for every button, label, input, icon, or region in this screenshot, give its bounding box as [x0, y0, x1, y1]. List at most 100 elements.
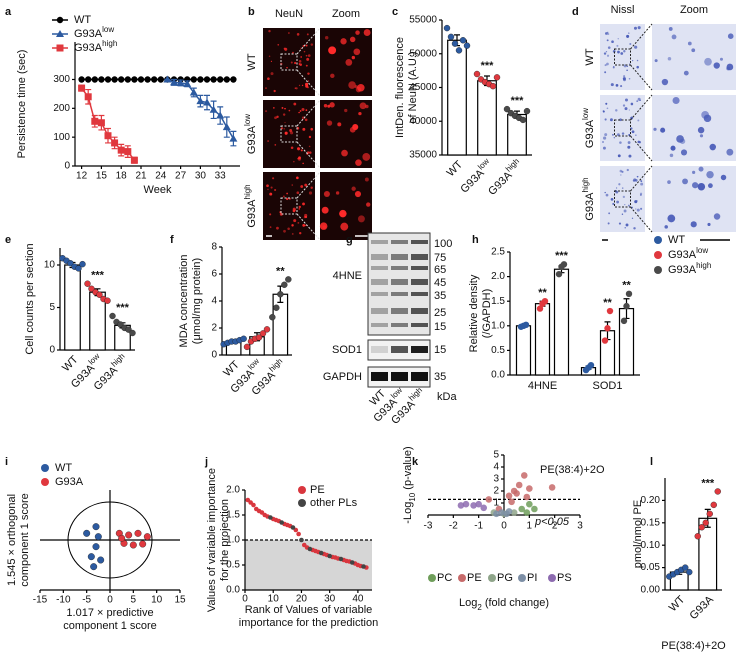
cell: [607, 31, 609, 34]
legend-marker: [298, 486, 306, 494]
cell: [606, 107, 609, 110]
cell: [621, 170, 624, 173]
x-tick-label: 15: [96, 171, 108, 182]
data-point: [296, 531, 301, 537]
data-point: [279, 520, 284, 525]
data-point: [536, 305, 544, 312]
blot-label: SOD1: [332, 344, 362, 356]
cell: [668, 27, 673, 31]
data-point: [290, 525, 296, 530]
cell: [633, 227, 636, 230]
data-point: [251, 502, 256, 508]
marker: [197, 76, 204, 83]
band: [411, 240, 428, 244]
cell: [272, 177, 275, 180]
confidence-ellipse: [67, 501, 153, 579]
band: [371, 372, 388, 381]
cell: [627, 204, 630, 207]
y-tick-label: 0: [64, 161, 70, 172]
data-point: [686, 568, 693, 576]
data-point: [498, 509, 505, 516]
legend-label: PE: [467, 572, 482, 584]
x-tick-label: 21: [135, 171, 147, 182]
zoom-line: [296, 99, 321, 169]
row-label: WT: [584, 48, 596, 65]
panel-letter: j: [204, 456, 208, 468]
x-tick-label: 5: [131, 595, 137, 606]
significance: ***: [116, 302, 130, 314]
cell: [270, 60, 273, 62]
x-tick-label: -1: [474, 521, 483, 532]
cell: [626, 69, 628, 72]
data-point: [109, 312, 116, 320]
x-tick-label: 15: [174, 595, 186, 606]
data-point: [698, 524, 705, 531]
band: [371, 292, 388, 296]
cell: [620, 85, 623, 88]
marker: [189, 88, 198, 96]
cell: [606, 54, 610, 57]
cell: [603, 136, 607, 140]
zoom-box: [280, 197, 298, 215]
band: [371, 308, 388, 314]
zoom-box: [280, 53, 298, 71]
cell: [267, 188, 269, 191]
cell: [294, 61, 297, 65]
cell: [639, 194, 642, 197]
data-point: [694, 533, 701, 540]
legend-label: G93Alow: [74, 25, 114, 40]
cell: [609, 118, 613, 122]
legend-label: PI: [527, 572, 537, 584]
cell: [348, 81, 356, 89]
legend-marker: [56, 44, 64, 52]
data-point: [485, 496, 493, 503]
data-point: [523, 509, 531, 516]
micrograph: [652, 24, 736, 90]
cell: [345, 59, 353, 66]
data-point: [518, 505, 526, 513]
y-axis-label: -Log10 (p-value): [402, 446, 417, 523]
cell: [726, 148, 734, 156]
cell: [293, 102, 297, 106]
micrograph: [600, 24, 645, 90]
data-point: [349, 560, 355, 565]
cell: [297, 157, 301, 161]
band: [371, 323, 388, 327]
cell: [615, 187, 618, 189]
x-axis-label: 1.017 × predictive: [66, 607, 153, 619]
row-label: G93Ahigh: [581, 177, 596, 220]
y-tick-label: 6: [211, 269, 217, 280]
marker: [78, 76, 85, 83]
cell: [706, 170, 714, 179]
legend-marker: [654, 236, 662, 244]
data-point: [470, 502, 477, 509]
band: [391, 279, 408, 285]
marker: [190, 76, 197, 83]
cell: [640, 180, 643, 182]
significance: ***: [511, 95, 525, 107]
data-point: [702, 519, 709, 526]
y-tick-label: 5: [49, 302, 55, 313]
cell: [321, 206, 329, 214]
x-axis-label: Week: [144, 184, 172, 196]
data-point: [510, 509, 518, 516]
cell: [606, 39, 609, 42]
data-point: [139, 540, 147, 548]
cell: [282, 195, 285, 198]
cell: [602, 110, 605, 113]
cell: [296, 33, 300, 36]
cell: [298, 84, 301, 87]
data-point: [327, 553, 332, 559]
x-axis-label: Rank of Values of variable: [245, 604, 373, 616]
data-point: [710, 501, 717, 509]
cell: [713, 62, 720, 69]
y-tick-label: 2.0: [491, 271, 505, 282]
y-tick-label: 35000: [409, 150, 437, 161]
y-axis-label: Relative density: [468, 274, 480, 352]
cell: [267, 77, 270, 81]
legend-marker: [41, 478, 49, 486]
cell: [283, 128, 285, 130]
cell: [620, 174, 622, 176]
x-tick-label: 0: [107, 595, 113, 606]
data-point: [587, 361, 595, 369]
